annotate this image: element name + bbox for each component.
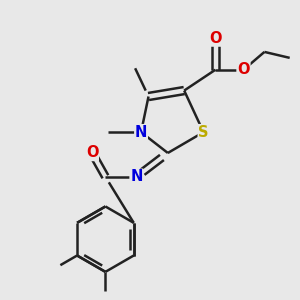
Text: O: O bbox=[86, 146, 98, 160]
Text: N: N bbox=[130, 169, 143, 184]
Text: S: S bbox=[198, 125, 209, 140]
Text: O: O bbox=[209, 31, 222, 46]
Text: O: O bbox=[237, 62, 250, 77]
Text: N: N bbox=[135, 125, 147, 140]
